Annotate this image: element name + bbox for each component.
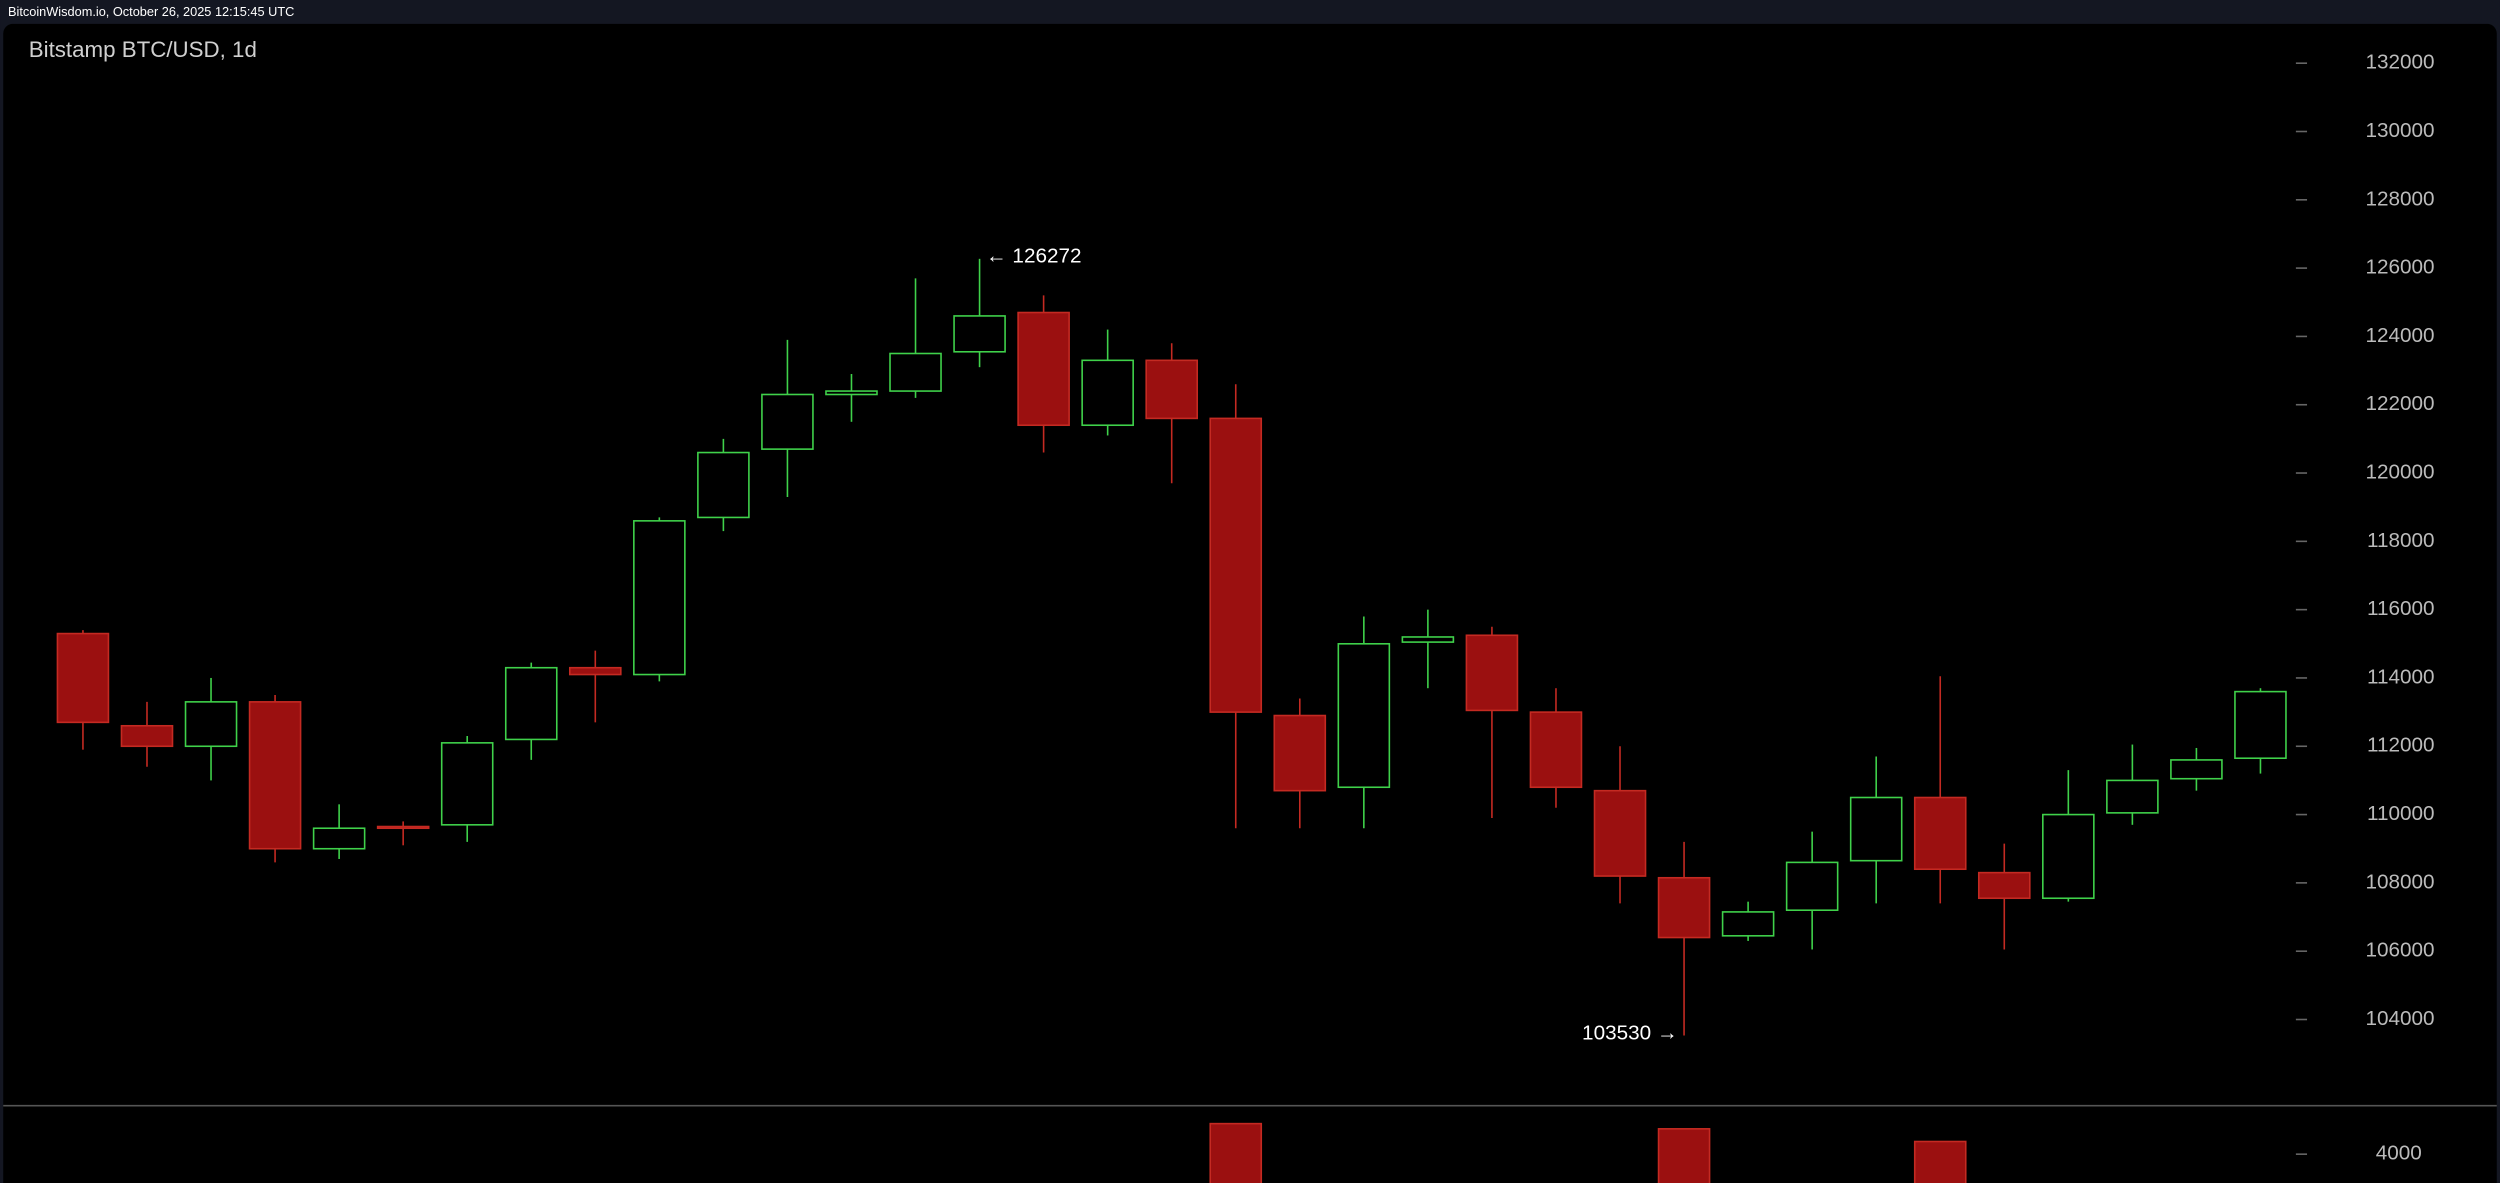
candle-body <box>2170 759 2223 780</box>
y-tick-label: 128000 <box>2365 187 2434 210</box>
candle-body <box>697 451 750 519</box>
candle-body <box>184 701 238 748</box>
candle-body <box>1657 876 1711 939</box>
annotation-high: ← 126272 <box>986 245 1082 268</box>
y-tick-label: 130000 <box>2365 119 2434 142</box>
candle-body <box>56 632 110 724</box>
candle-body <box>761 393 814 450</box>
candle-body <box>376 825 430 830</box>
candle-body <box>1593 789 1647 877</box>
candle-body <box>1913 796 1967 871</box>
header-text: BitcoinWisdom.io, October 26, 2025 12:15… <box>8 4 294 19</box>
candle-body <box>953 315 1006 353</box>
candle-body <box>1017 311 1070 427</box>
y-tick-label: 108000 <box>2365 870 2434 893</box>
candle-body <box>504 666 558 741</box>
candle-body <box>1529 711 1583 789</box>
candle-body <box>1721 911 1775 937</box>
y-tick-label: 106000 <box>2365 939 2434 962</box>
chart-title: Bitstamp BTC/USD, 1d <box>29 37 257 62</box>
y-tick-label: 120000 <box>2365 461 2434 484</box>
y-tick-label: 118000 <box>2367 529 2435 552</box>
y-tick-label: 104000 <box>2365 1007 2434 1030</box>
candle-body <box>312 827 366 850</box>
candle-body <box>633 520 686 676</box>
candle-body <box>1977 871 2031 900</box>
y-tick-label: 110000 <box>2367 802 2435 825</box>
candle-body <box>1081 359 1134 427</box>
y-tick-label: 122000 <box>2365 392 2434 415</box>
candle-body <box>1465 634 1519 712</box>
candle-body <box>1849 796 1903 862</box>
candle-body <box>440 742 494 826</box>
candle-body <box>825 390 878 396</box>
y-tick-label: 132000 <box>2365 51 2434 74</box>
annotation-low: 103530 → <box>1582 1021 1678 1044</box>
candle-body <box>1209 417 1263 713</box>
candle-body <box>2106 779 2159 814</box>
y-tick-label: 114000 <box>2367 665 2435 688</box>
y-tick-label: 4000 <box>2376 1142 2422 1165</box>
candle-body <box>120 724 174 748</box>
y-tick-label: 124000 <box>2365 324 2434 347</box>
volume-bar <box>1657 1128 1711 1183</box>
volume-bar <box>1913 1140 1967 1183</box>
y-tick-label: 116000 <box>2367 597 2435 620</box>
candle-body <box>2234 690 2287 760</box>
candle-body <box>568 666 622 676</box>
y-tick-label: 112000 <box>2367 734 2435 757</box>
plot: 104000 106000 108000 110000 112000 114000 1160… <box>56 51 2435 1183</box>
candle-body <box>248 701 302 850</box>
volume-bar <box>1209 1122 1263 1183</box>
candle-body <box>1785 861 1839 911</box>
candle-body <box>1273 714 1327 792</box>
candle-body <box>1337 643 1391 789</box>
candle-body <box>1145 359 1199 420</box>
y-tick-label: 126000 <box>2365 256 2434 279</box>
candle-body <box>889 352 942 392</box>
candle-body <box>2042 813 2095 900</box>
candle-body <box>1401 636 1455 643</box>
